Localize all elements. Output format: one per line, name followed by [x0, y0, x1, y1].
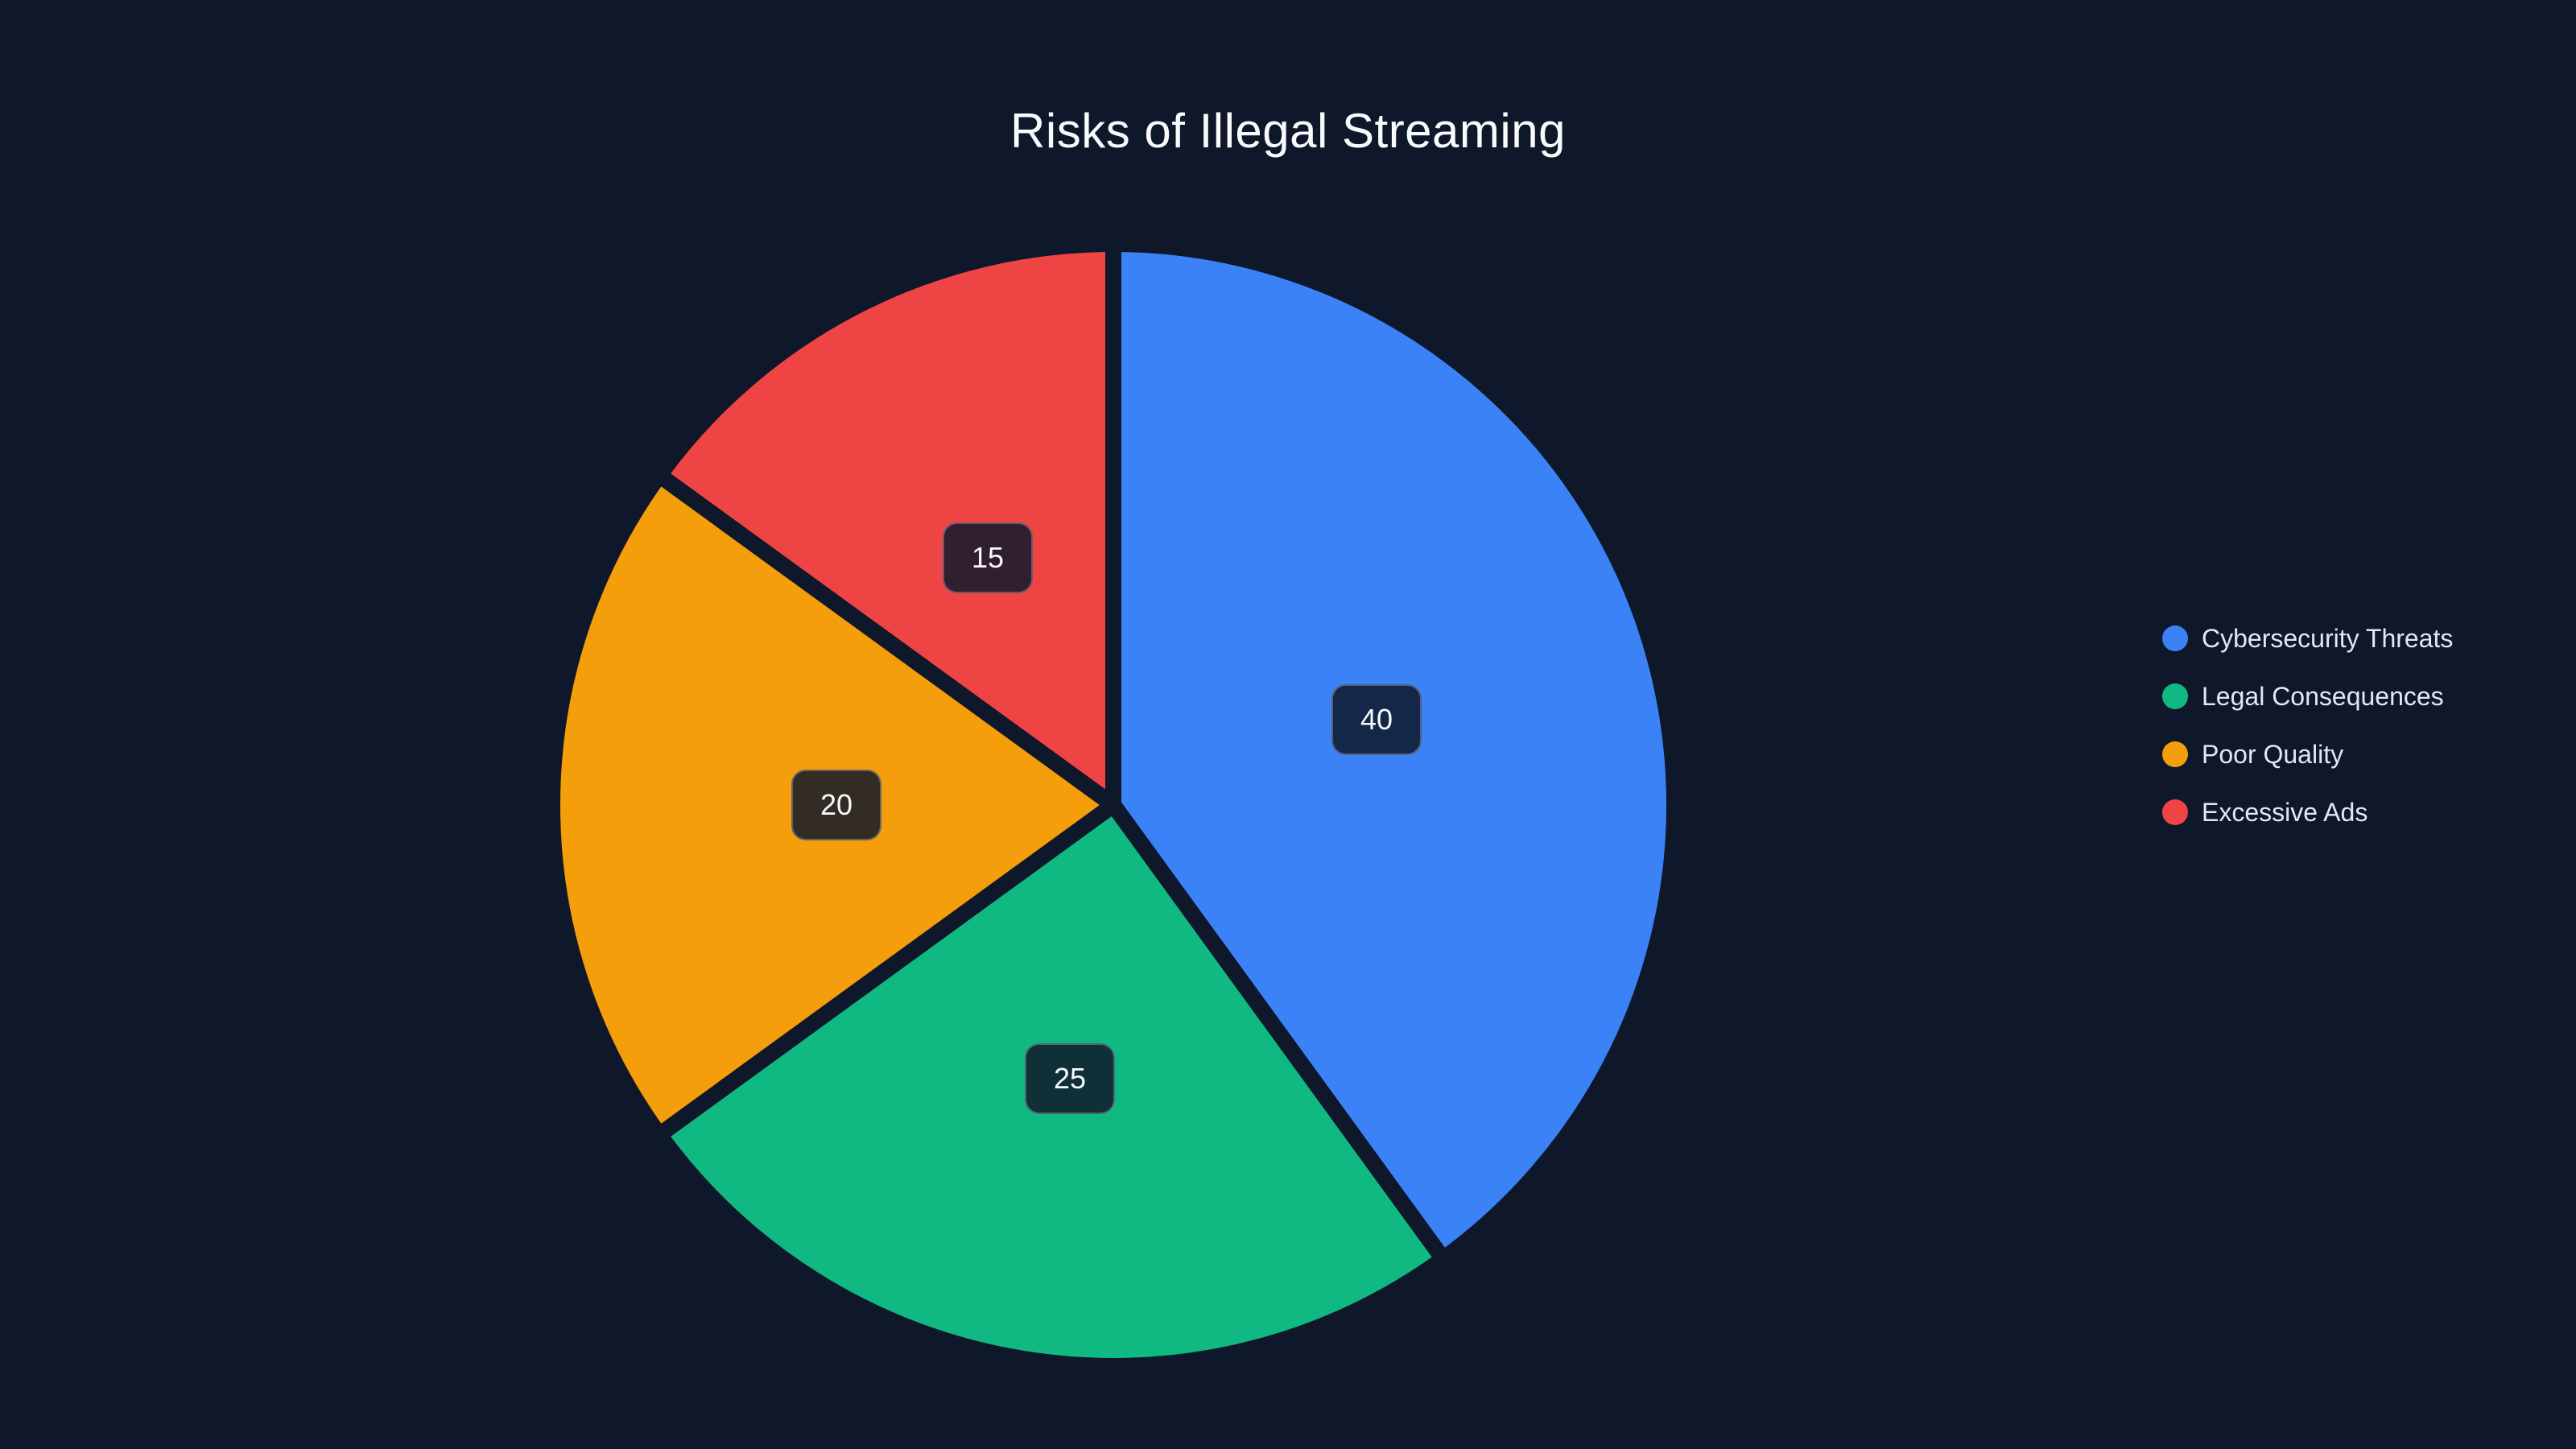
- legend-label: Cybersecurity Threats: [2202, 624, 2454, 653]
- data-label-cybersecurity-threats: 40: [1331, 684, 1422, 755]
- legend-item-excessive-ads[interactable]: Excessive Ads: [2162, 783, 2453, 841]
- legend-item-legal-consequences[interactable]: Legal Consequences: [2162, 667, 2453, 725]
- legend-label: Legal Consequences: [2202, 682, 2444, 711]
- legend-item-poor-quality[interactable]: Poor Quality: [2162, 725, 2453, 783]
- data-label-excessive-ads: 15: [942, 522, 1034, 593]
- pie-slice-excessive-ads[interactable]: [651, 236, 1121, 813]
- legend-color-dot: [2162, 683, 2188, 709]
- legend-color-dot: [2162, 799, 2188, 825]
- legend-label: Poor Quality: [2202, 740, 2344, 769]
- legend-label: Excessive Ads: [2202, 798, 2368, 827]
- data-label-poor-quality: 20: [791, 770, 882, 840]
- legend-color-dot: [2162, 741, 2188, 767]
- legend-color-dot: [2162, 625, 2188, 651]
- chart-title: Risks of Illegal Streaming: [1010, 104, 1566, 158]
- legend: Cybersecurity Threats Legal Consequences P…: [2162, 609, 2453, 841]
- legend-item-cybersecurity-threats[interactable]: Cybersecurity Threats: [2162, 609, 2453, 667]
- data-label-legal-consequences: 25: [1024, 1043, 1116, 1114]
